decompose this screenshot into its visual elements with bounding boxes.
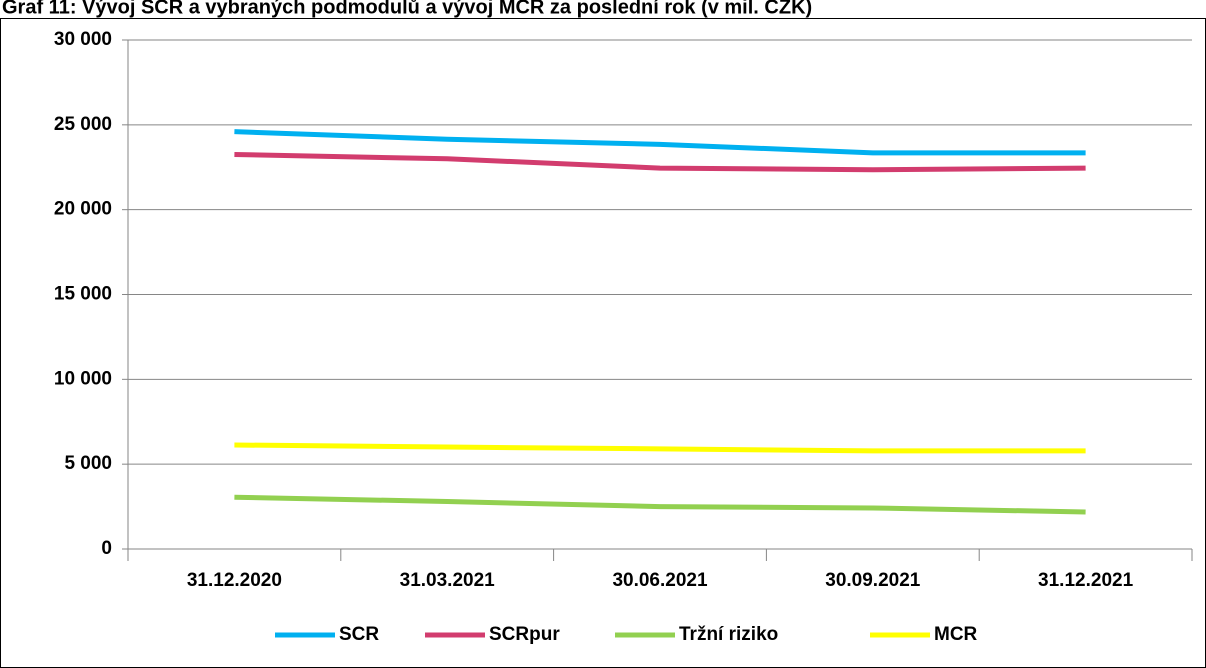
y-tick-label: 20 000 [54, 199, 112, 220]
x-tick-label: 31.03.2021 [400, 570, 496, 591]
x-tick-label: 31.12.2020 [187, 570, 282, 591]
legend-label: Tržní riziko [679, 624, 778, 645]
series-line [234, 152, 1086, 173]
y-tick-label: 5 000 [64, 453, 112, 474]
x-tick-label: 30.06.2021 [612, 570, 708, 591]
chart-title: Graf 11: Vývoj SCR a vybraných podmodulů… [2, 0, 812, 18]
chart-frame [0, 18, 1206, 668]
legend-label: SCRpur [489, 624, 560, 645]
y-tick-label: 0 [101, 538, 112, 559]
series-line [234, 129, 1086, 156]
series-line [234, 494, 1086, 515]
y-tick-label: 10 000 [54, 368, 112, 389]
y-tick-label: 25 000 [54, 114, 112, 135]
y-tick-label: 30 000 [54, 29, 112, 50]
legend-label: SCR [339, 624, 379, 645]
legend-label: MCR [934, 624, 978, 645]
y-tick-label: 15 000 [54, 284, 112, 305]
x-tick-label: 30.09.2021 [825, 570, 921, 591]
series-line [234, 442, 1086, 454]
x-tick-label: 31.12.2021 [1038, 570, 1134, 591]
